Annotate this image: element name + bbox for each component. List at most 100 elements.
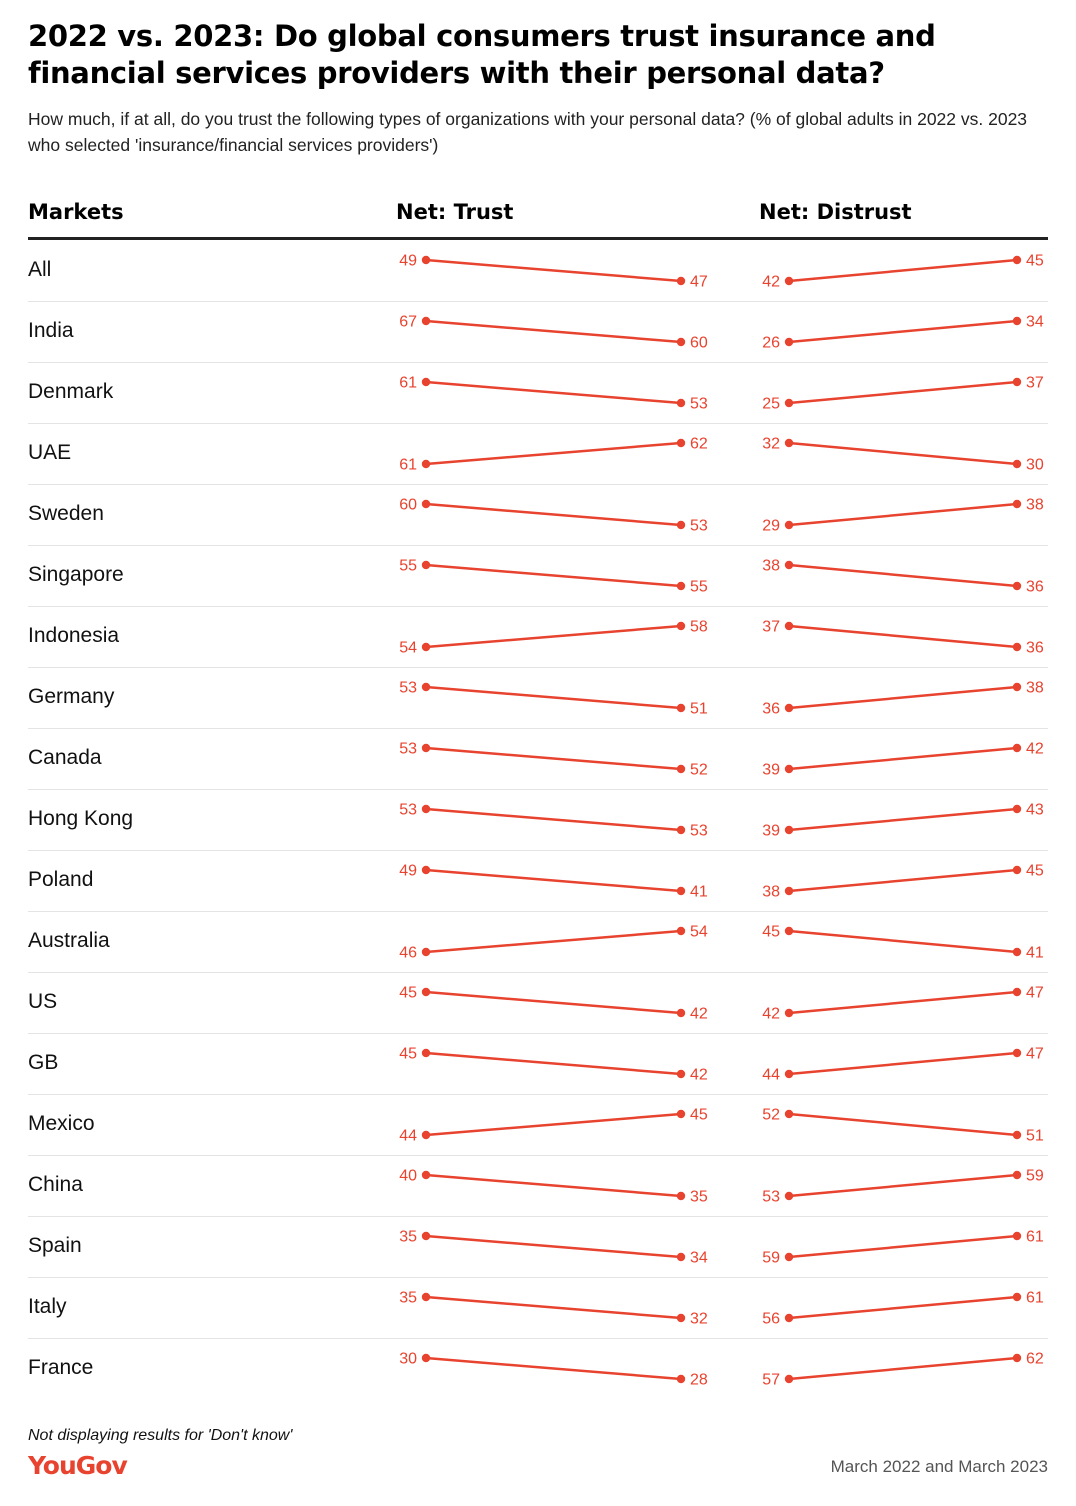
column-header-markets: Markets: [28, 200, 124, 224]
trust-value-2022-poland: 49: [399, 863, 417, 880]
trust-point-2022-singapore: [421, 560, 431, 570]
trust-point-2023-india: [676, 337, 686, 347]
trust-point-2022-mexico: [421, 1130, 431, 1140]
trust-slope-spain: [425, 1234, 682, 1259]
market-label-all: All: [28, 258, 52, 281]
distrust-point-2023-india: [1012, 316, 1022, 326]
distrust-value-2023-poland: 45: [1026, 863, 1044, 880]
trust-point-2023-hong-kong: [676, 825, 686, 835]
distrust-slope-canada: [788, 746, 1018, 771]
distrust-value-2023-denmark: 37: [1026, 375, 1044, 392]
distrust-slope-france: [788, 1356, 1018, 1381]
row-divider: [28, 484, 1048, 485]
distrust-value-2023-singapore: 36: [1026, 579, 1044, 596]
market-label-spain: Spain: [28, 1234, 82, 1257]
distrust-value-2022-france: 57: [762, 1372, 780, 1389]
distrust-point-2023-australia: [1012, 947, 1022, 957]
distrust-value-2022-italy: 56: [762, 1311, 780, 1328]
distrust-point-2022-spain: [784, 1252, 794, 1262]
trust-slope-gb: [425, 1051, 682, 1076]
distrust-slope-india: [788, 319, 1018, 344]
row-divider: [28, 789, 1048, 790]
trust-value-2022-sweden: 60: [399, 497, 417, 514]
trust-slope-all: [425, 258, 682, 283]
trust-slope-canada: [425, 746, 682, 771]
trust-slope-australia: [425, 929, 682, 954]
row-divider: [28, 423, 1048, 424]
distrust-slope-mexico: [788, 1112, 1018, 1137]
row-divider: [28, 301, 1048, 302]
distrust-value-2022-china: 53: [762, 1189, 780, 1206]
column-header-trust: Net: Trust: [396, 200, 514, 224]
trust-point-2023-germany: [676, 703, 686, 713]
row-divider: [28, 545, 1048, 546]
market-label-uae: UAE: [28, 441, 72, 464]
distrust-point-2022-sweden: [784, 520, 794, 530]
distrust-slope-hong-kong: [788, 807, 1018, 832]
distrust-point-2023-poland: [1012, 865, 1022, 875]
market-label-italy: Italy: [28, 1295, 67, 1318]
distrust-point-2023-china: [1012, 1170, 1022, 1180]
row-divider: [28, 362, 1048, 363]
distrust-value-2023-indonesia: 36: [1026, 640, 1044, 657]
trust-value-2022-denmark: 61: [399, 375, 417, 392]
trust-point-2022-gb: [421, 1048, 431, 1058]
footnote: Not displaying results for 'Don't know': [28, 1427, 293, 1444]
distrust-point-2022-germany: [784, 703, 794, 713]
distrust-point-2022-india: [784, 337, 794, 347]
distrust-value-2022-germany: 36: [762, 701, 780, 718]
trust-value-2023-poland: 41: [690, 884, 708, 901]
header-rule: [28, 237, 1048, 240]
market-label-denmark: Denmark: [28, 380, 114, 403]
distrust-value-2023-sweden: 38: [1026, 497, 1044, 514]
trust-value-2023-germany: 51: [690, 701, 708, 718]
market-label-sweden: Sweden: [28, 502, 104, 525]
distrust-point-2022-indonesia: [784, 621, 794, 631]
row-divider: [28, 1094, 1048, 1095]
trust-value-2023-spain: 34: [690, 1250, 708, 1267]
trust-value-2022-italy: 35: [399, 1290, 417, 1307]
trust-point-2023-canada: [676, 764, 686, 774]
trust-point-2023-us: [676, 1008, 686, 1018]
distrust-point-2023-indonesia: [1012, 642, 1022, 652]
row-divider: [28, 1033, 1048, 1034]
distrust-point-2022-us: [784, 1008, 794, 1018]
distrust-point-2023-spain: [1012, 1231, 1022, 1241]
trust-value-2022-india: 67: [399, 314, 417, 331]
trust-point-2022-spain: [421, 1231, 431, 1241]
trust-value-2023-singapore: 55: [690, 579, 708, 596]
distrust-value-2022-singapore: 38: [762, 558, 780, 575]
distrust-point-2022-denmark: [784, 398, 794, 408]
trust-point-2022-hong-kong: [421, 804, 431, 814]
trust-value-2022-mexico: 44: [399, 1128, 417, 1145]
distrust-value-2022-gb: 44: [762, 1067, 780, 1084]
trust-value-2023-gb: 42: [690, 1067, 708, 1084]
distrust-value-2022-indonesia: 37: [762, 619, 780, 636]
distrust-point-2022-all: [784, 276, 794, 286]
distrust-value-2023-spain: 61: [1026, 1229, 1044, 1246]
trust-point-2023-spain: [676, 1252, 686, 1262]
distrust-value-2022-sweden: 29: [762, 518, 780, 535]
trust-value-2022-australia: 46: [399, 945, 417, 962]
distrust-slope-indonesia: [788, 624, 1018, 649]
row-divider: [28, 850, 1048, 851]
market-label-france: France: [28, 1356, 94, 1379]
market-label-gb: GB: [28, 1051, 59, 1074]
trust-value-2022-hong-kong: 53: [399, 802, 417, 819]
trust-value-2022-indonesia: 54: [399, 640, 417, 657]
distrust-slope-germany: [788, 685, 1018, 710]
market-label-mexico: Mexico: [28, 1112, 95, 1135]
distrust-point-2023-mexico: [1012, 1130, 1022, 1140]
trust-slope-france: [425, 1356, 682, 1381]
distrust-point-2023-all: [1012, 255, 1022, 265]
trust-value-2022-china: 40: [399, 1168, 417, 1185]
distrust-point-2023-sweden: [1012, 499, 1022, 509]
trust-value-2023-indonesia: 58: [690, 619, 708, 636]
distrust-point-2022-singapore: [784, 560, 794, 570]
distrust-value-2022-spain: 59: [762, 1250, 780, 1267]
trust-point-2022-germany: [421, 682, 431, 692]
trust-value-2023-china: 35: [690, 1189, 708, 1206]
trust-point-2023-uae: [676, 438, 686, 448]
trust-point-2023-singapore: [676, 581, 686, 591]
